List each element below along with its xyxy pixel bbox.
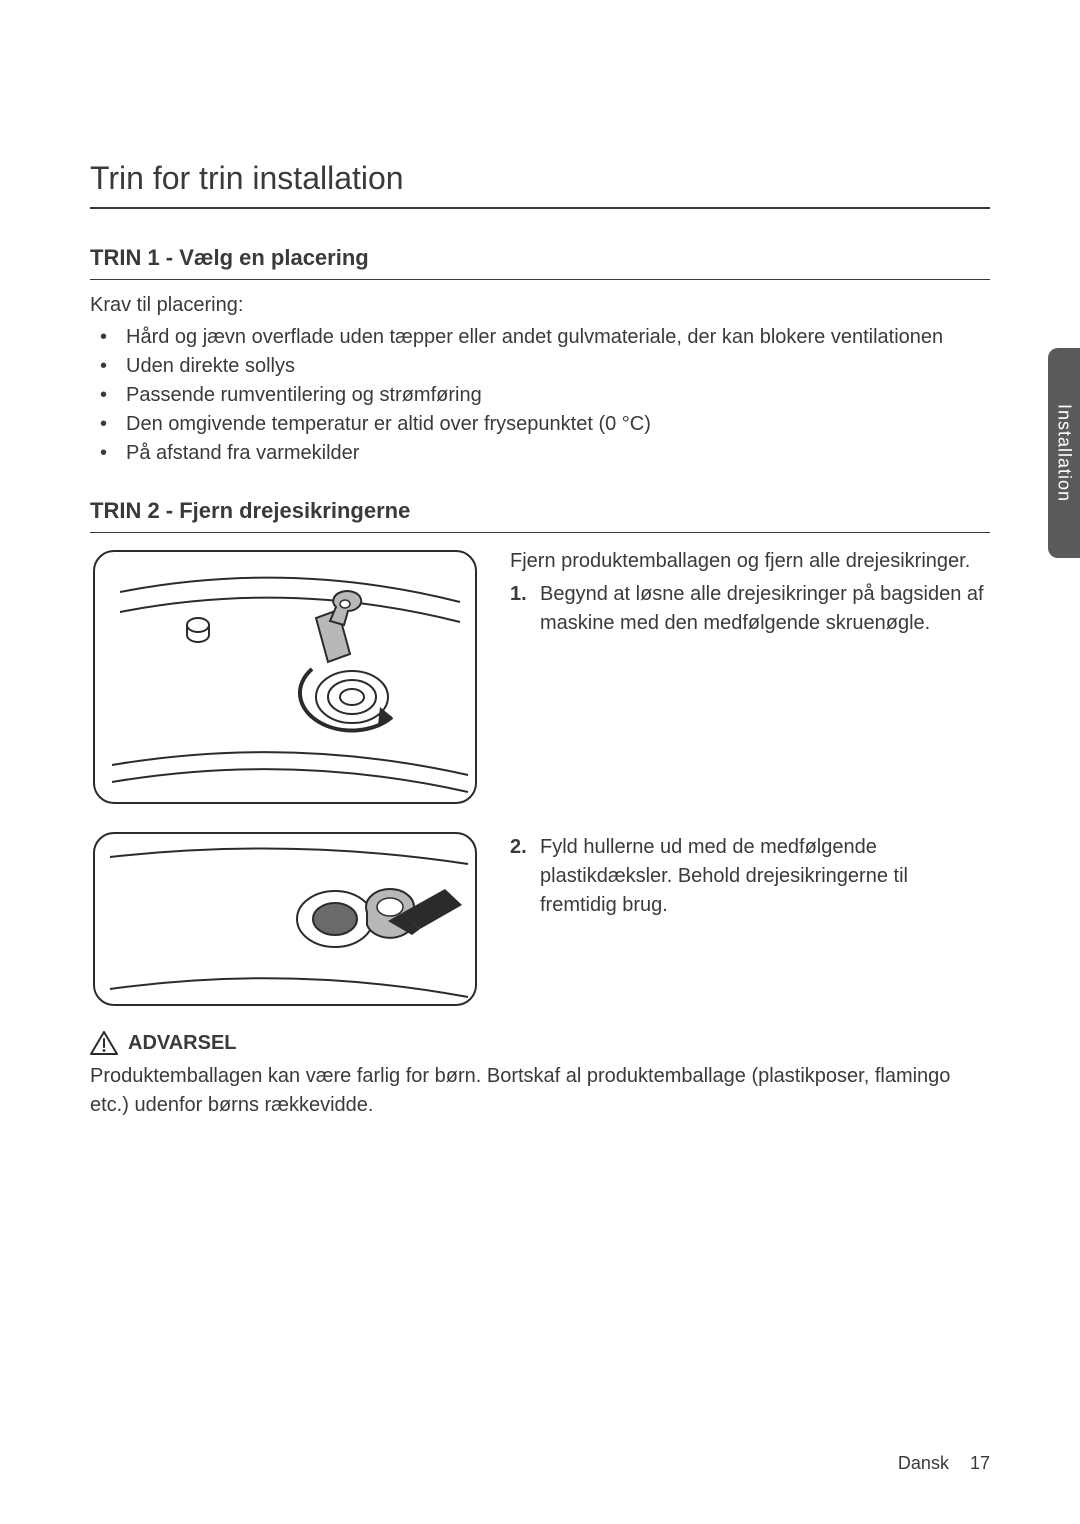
warning-heading: ADVARSEL (90, 1031, 990, 1056)
section-title: Trin for trin installation (90, 160, 990, 209)
list-item: Den omgivende temperatur er altid over f… (90, 410, 990, 439)
warning-icon (90, 1031, 118, 1056)
step1-heading: TRIN 1 - Vælg en placering (90, 245, 990, 280)
warning-text: Produktemballagen kan være farlig for bø… (90, 1062, 990, 1120)
side-tab-label: Installation (1054, 404, 1075, 502)
warning-label: ADVARSEL (128, 1032, 237, 1055)
footer-page-number: 17 (970, 1453, 990, 1473)
page-footer: Dansk 17 (898, 1453, 990, 1474)
list-item: På afstand fra varmekilder (90, 439, 990, 468)
side-tab: Installation (1048, 348, 1080, 558)
step1-intro: Krav til placering: (90, 294, 990, 317)
step2-row1: Fjern produktemballagen og fjern alle dr… (90, 547, 990, 807)
illustration-loosen-bolts (90, 547, 480, 807)
step2-row2: 2. Fyld hullerne ud med de medfølgende p… (90, 829, 990, 1009)
list-item: Hård og jævn overflade uden tæpper eller… (90, 323, 990, 352)
footer-language: Dansk (898, 1453, 949, 1473)
list-item: Uden direkte sollys (90, 352, 990, 381)
item-number: 2. (510, 833, 527, 862)
item-text: Fyld hullerne ud med de medfølgende plas… (540, 836, 908, 916)
step1-bullet-list: Hård og jævn overflade uden tæpper eller… (90, 323, 990, 468)
list-item: 2. Fyld hullerne ud med de medfølgende p… (510, 833, 990, 920)
list-item: Passende rumventilering og strømføring (90, 381, 990, 410)
illustration-fill-holes (90, 829, 480, 1009)
step2-heading: TRIN 2 - Fjern drejesikringerne (90, 498, 990, 533)
step2-text2: 2. Fyld hullerne ud med de medfølgende p… (510, 829, 990, 1009)
step2-intro: Fjern produktemballagen og fjern alle dr… (510, 547, 990, 576)
list-item: 1. Begynd at løsne alle drejesikringer p… (510, 580, 990, 638)
item-number: 1. (510, 580, 527, 609)
step2-text1: Fjern produktemballagen og fjern alle dr… (510, 547, 990, 807)
item-text: Begynd at løsne alle drejesikringer på b… (540, 583, 984, 634)
